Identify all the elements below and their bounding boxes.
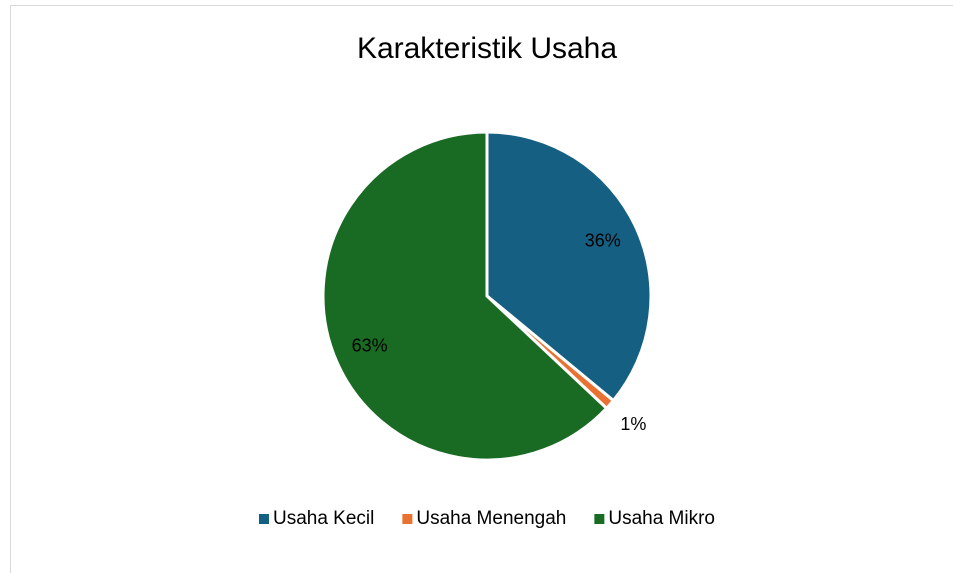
- legend-swatch: [402, 514, 413, 524]
- legend-swatch: [594, 514, 605, 524]
- legend-label: Usaha Menengah: [416, 508, 566, 529]
- pie-slice: [321, 130, 609, 462]
- legend-swatch: [258, 514, 269, 524]
- data-label: 1%: [620, 414, 646, 434]
- chart-title: Karakteristik Usaha: [357, 32, 617, 65]
- legend-label: Usaha Kecil: [273, 508, 374, 529]
- data-label: 63%: [352, 336, 388, 356]
- data-label: 36%: [585, 230, 621, 250]
- pie-slice: [485, 130, 653, 403]
- legend-label: Usaha Mikro: [608, 508, 715, 529]
